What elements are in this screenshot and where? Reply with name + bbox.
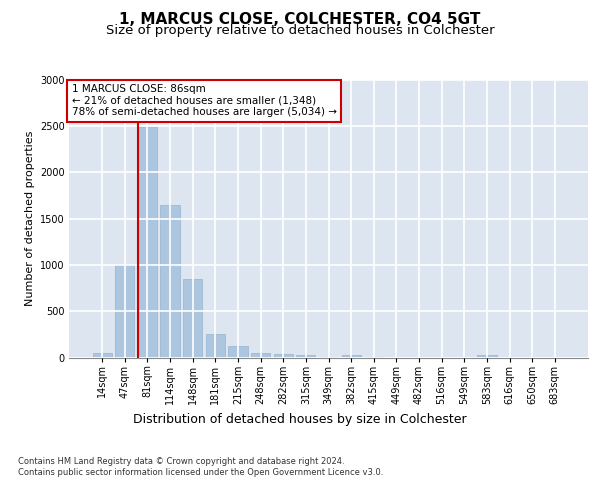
Bar (477, 354, 497, 358)
Bar (206, 334, 225, 357)
Text: Distribution of detached houses by size in Colchester: Distribution of detached houses by size … (133, 412, 467, 426)
Bar (229, 346, 248, 358)
Bar (138, 127, 157, 358)
Text: Size of property relative to detached houses in Colchester: Size of property relative to detached ho… (106, 24, 494, 37)
Y-axis label: Number of detached properties: Number of detached properties (25, 131, 35, 306)
Bar (274, 354, 293, 358)
Text: 1 MARCUS CLOSE: 86sqm
← 21% of detached houses are smaller (1,348)
78% of semi-d: 1 MARCUS CLOSE: 86sqm ← 21% of detached … (71, 84, 337, 117)
Bar (296, 355, 316, 358)
Bar (183, 279, 202, 357)
Bar (92, 353, 112, 358)
Bar (341, 354, 361, 358)
Bar (160, 205, 180, 358)
Text: 1, MARCUS CLOSE, COLCHESTER, CO4 5GT: 1, MARCUS CLOSE, COLCHESTER, CO4 5GT (119, 12, 481, 28)
Bar (115, 265, 134, 358)
Bar (251, 353, 270, 358)
Text: Contains HM Land Registry data © Crown copyright and database right 2024.
Contai: Contains HM Land Registry data © Crown c… (18, 458, 383, 477)
